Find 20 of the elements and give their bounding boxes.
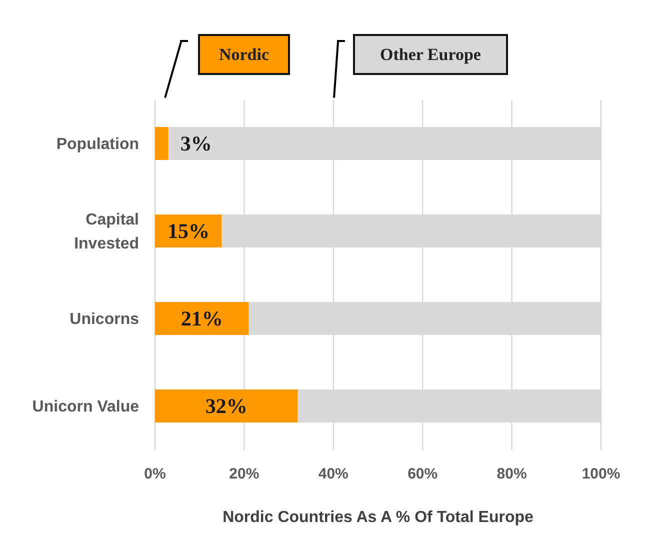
data-label: 21% [180, 306, 223, 330]
data-label: 3% [180, 132, 212, 156]
x-tick-label: 60% [408, 466, 438, 483]
x-tick-label: 0% [144, 466, 166, 483]
y-tick-label: Capital Invested [74, 210, 139, 252]
bar [155, 390, 298, 422]
bar [155, 127, 168, 160]
x-tick-label: 100% [582, 466, 620, 483]
x-tick-label: 40% [318, 466, 348, 483]
text: Nordic [198, 34, 290, 75]
x-tick-label: 80% [496, 466, 527, 483]
x-axis-title: Nordic Countries As A % Of Total Europe [222, 509, 534, 526]
y-tick-label: Unicorns [70, 310, 140, 328]
y-tick-label: Unicorn Value [32, 398, 140, 415]
data-label: 15% [167, 219, 210, 243]
data-label: 32% [205, 394, 248, 418]
x-tick-label: 20% [229, 466, 260, 483]
y-tick-label: Population [56, 135, 139, 152]
bar [155, 302, 249, 335]
text: Other Europe [353, 34, 508, 75]
